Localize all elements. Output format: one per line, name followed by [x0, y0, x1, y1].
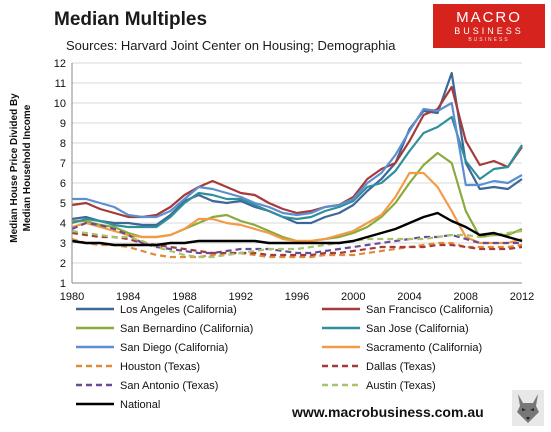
series-line — [71, 85, 523, 219]
legend: Los Angeles (California) San Francisco (C… — [76, 304, 493, 411]
y-axis-label-line2: Median Household Income — [22, 104, 33, 231]
x-tick-label: 2000 — [341, 291, 365, 303]
legend-label: Austin (Texas) — [366, 380, 436, 392]
y-tick-label: 6 — [60, 178, 66, 190]
legend-label: San Bernardino (California) — [120, 323, 253, 335]
y-tick-label: 7 — [60, 158, 66, 170]
chart-title: Median Multiples — [54, 9, 208, 30]
legend-label: Sacramento (California) — [366, 342, 482, 354]
logo-line-3: BUSINESS — [468, 37, 510, 43]
y-tick-label: 11 — [55, 78, 66, 90]
series-lines — [71, 71, 523, 259]
x-tick-label: 1980 — [60, 291, 84, 303]
y-tick-label: 1 — [60, 278, 66, 290]
x-tick-label: 1988 — [172, 291, 196, 303]
x-tick-label: 1992 — [229, 291, 253, 303]
y-tick-label: 5 — [60, 198, 66, 210]
series-line — [71, 171, 523, 245]
series-line — [71, 115, 523, 229]
legend-label: Dallas (Texas) — [366, 361, 436, 373]
legend-label: Los Angeles (California) — [120, 304, 237, 316]
legend-label: San Diego (California) — [120, 342, 228, 354]
x-tick-label: 1996 — [285, 291, 309, 303]
macrobusiness-logo: MACRO BUSINESS BUSINESS — [433, 4, 545, 48]
axes — [71, 63, 522, 284]
series-line — [71, 71, 523, 227]
y-tick-label: 9 — [60, 118, 66, 130]
y-tick-label: 10 — [54, 98, 66, 110]
x-tick-label: 2008 — [454, 291, 478, 303]
series-line — [71, 211, 523, 247]
y-tick-label: 12 — [54, 58, 66, 70]
chart-subtitle: Sources: Harvard Joint Center on Housing… — [66, 38, 396, 53]
x-tick-label: 1984 — [116, 291, 140, 303]
y-tick-label: 3 — [60, 238, 66, 250]
x-tick-labels: 1980 1984 1988 1992 1996 2000 2004 2008 2012 — [60, 291, 534, 303]
wolf-icon — [512, 390, 544, 426]
legend-label: San Jose (California) — [366, 323, 469, 335]
x-tick-label: 2004 — [397, 291, 421, 303]
legend-label: Houston (Texas) — [120, 361, 200, 373]
y-tick-label: 2 — [60, 258, 66, 270]
legend-label: San Antonio (Texas) — [120, 380, 218, 392]
x-tick-label: 2012 — [510, 291, 534, 303]
series-line — [72, 101, 523, 219]
y-tick-label: 4 — [60, 218, 66, 230]
legend-label: National — [120, 399, 160, 411]
legend-label: San Francisco (California) — [366, 304, 493, 316]
website-url: www.macrobusiness.com.au — [292, 404, 484, 420]
y-axis-label-line1: Median House Price Divided By — [9, 93, 20, 243]
logo-line-2: BUSINESS — [454, 26, 524, 36]
y-tick-label: 8 — [60, 138, 66, 150]
logo-line-1: MACRO — [456, 9, 522, 26]
